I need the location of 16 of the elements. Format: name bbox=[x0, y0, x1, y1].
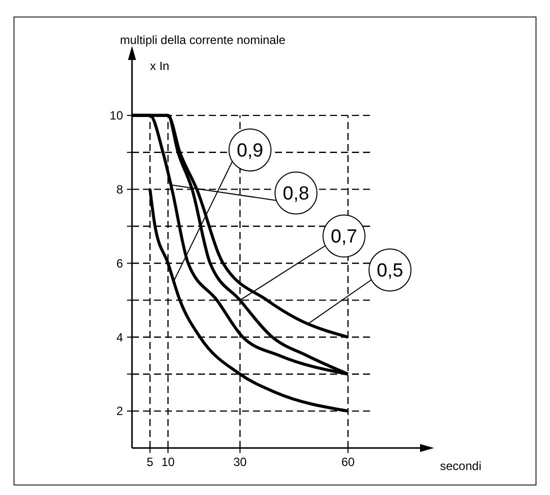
annotation: x In bbox=[150, 59, 170, 73]
x-tick-label: 10 bbox=[161, 455, 175, 469]
x-tick-label: 30 bbox=[233, 455, 247, 469]
text: 0,7 bbox=[330, 226, 358, 248]
y-tick-label: 2 bbox=[116, 404, 124, 418]
text: 0,8 bbox=[282, 184, 310, 205]
y-tick-label: 10 bbox=[110, 108, 124, 123]
y-axis-title: multipli della corrente nominale bbox=[120, 33, 286, 47]
text: 0,9 bbox=[236, 140, 264, 162]
y-tick-label: 4 bbox=[116, 330, 124, 344]
x-axis-title: secondi bbox=[440, 459, 482, 473]
x-tick-label: 60 bbox=[341, 455, 355, 469]
y-tick-label: 6 bbox=[116, 256, 124, 270]
y-tick-label: 8 bbox=[116, 182, 124, 197]
text: 0,5 bbox=[376, 260, 404, 282]
x-tick-label: 5 bbox=[146, 455, 154, 469]
